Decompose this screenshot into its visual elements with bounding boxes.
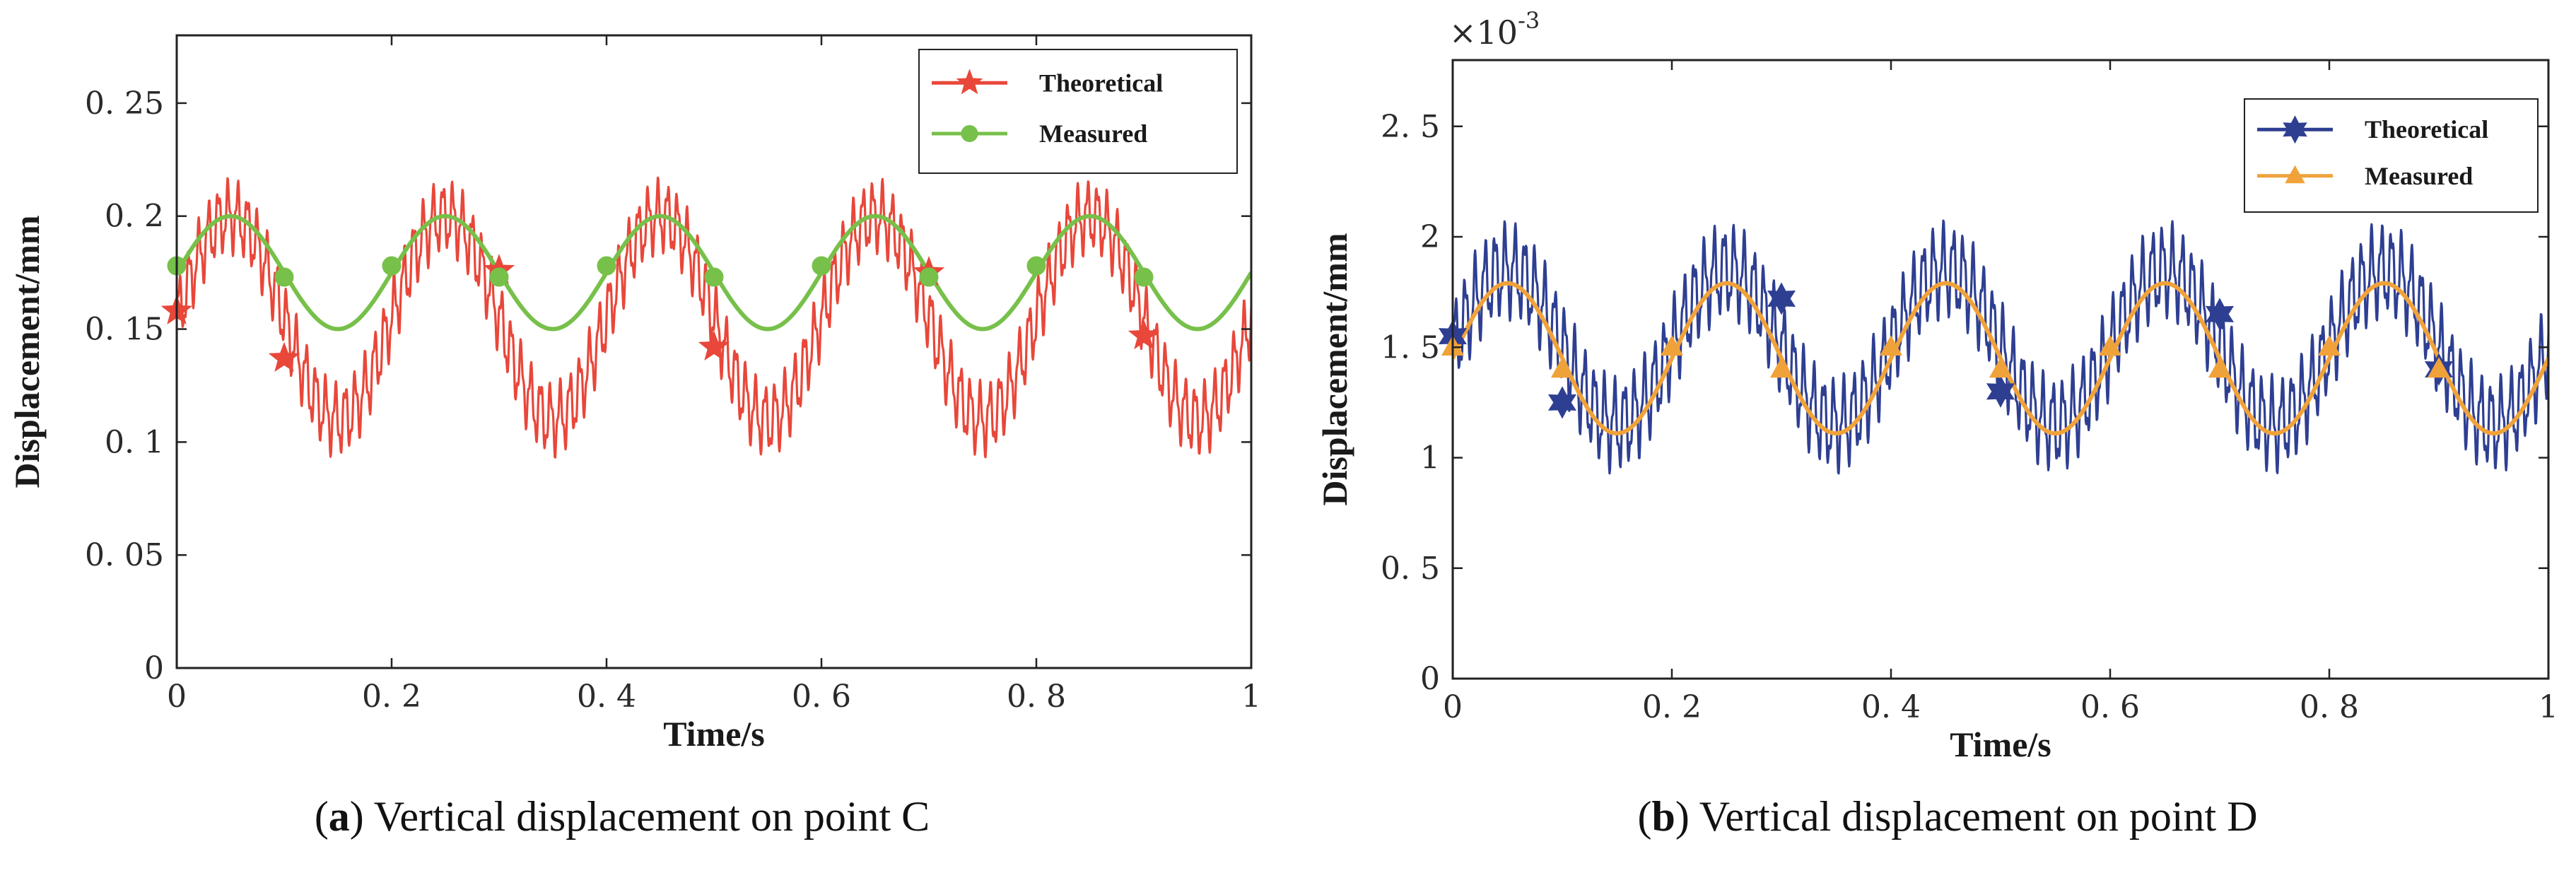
panel-a-x-tick-label-3: 0. 6 xyxy=(792,679,851,715)
panel-b-caption: (b) Vertical displacement on point D xyxy=(1637,793,2257,840)
panel-a-y-tick-label-0: 0 xyxy=(144,650,164,686)
panel-b-series-marker-theoretical-3 xyxy=(1986,375,2015,408)
panel-b-y-tick-label-4: 2 xyxy=(1420,219,1440,255)
panel-b-series-marker-measured-3 xyxy=(1769,357,1793,378)
panel-b-x-tick-label-3: 0. 6 xyxy=(2080,689,2140,725)
panel-a-x-axis-label: Time/s xyxy=(663,714,765,754)
panel-b-y-tick-label-1: 0. 5 xyxy=(1381,551,1440,587)
panel-b-plot-area xyxy=(1453,219,2548,679)
panel-b-x-axis-label: Time/s xyxy=(1950,725,2051,764)
panel-a-caption-text: Vertical displacement on point C xyxy=(374,793,930,840)
panel-a-caption-label: a xyxy=(329,793,350,840)
panel-a-legend: Theoretical Measured xyxy=(918,49,1238,174)
panel-b-x-tick-label-1: 0. 2 xyxy=(1642,689,1702,725)
panel-b-series-marker-theoretical-4 xyxy=(2205,298,2235,331)
panel-b-series-line-theoretical xyxy=(1453,219,2548,679)
panel-a-caption-open-paren: ( xyxy=(315,793,329,840)
panel-b-x-tick-label-5: 1 xyxy=(2539,689,2558,725)
panel-a-caption: (a) Vertical displacement on point C xyxy=(315,793,930,840)
panel-a-caption-close-paren: ) xyxy=(350,793,374,840)
panel-a-series-marker-measured-7 xyxy=(919,267,939,287)
panel-b-series-marker-measured-7 xyxy=(2208,357,2232,378)
panel-a-y-tick-label-3: 0. 15 xyxy=(85,312,164,348)
panel-a-series-marker-measured-9 xyxy=(1134,267,1154,287)
panel-a-legend-marker-theoretical xyxy=(956,69,983,95)
panel-b-legend-label-measured: Measured xyxy=(2365,162,2473,190)
panel-a: 0 0. 2 0. 4 0. 6 0. 8 1 0 0. 05 0. 1 0. 15 0. 2 0. … xyxy=(7,34,1261,840)
panel-b-y-axis-label: Displacement/mm xyxy=(1315,233,1354,505)
panel-b-series-marker-theoretical-2 xyxy=(1767,282,1796,315)
panel-a-legend-box xyxy=(918,49,1238,174)
panel-a-series-marker-theoretical-3 xyxy=(698,330,730,361)
panel-a-series-marker-theoretical-5 xyxy=(1128,319,1160,350)
panel-a-y-tick-label-1: 0. 05 xyxy=(85,537,164,573)
panel-b-series-marker-measured-6 xyxy=(2098,335,2122,356)
panel-a-series-marker-measured-4 xyxy=(597,256,616,276)
panel-b-series-marker-measured-4 xyxy=(1879,335,1903,356)
panel-b-x-tick-label-4: 0. 8 xyxy=(2300,689,2359,725)
panel-b-series-marker-measured-2 xyxy=(1660,335,1684,356)
panel-b-series-marker-measured-5 xyxy=(1989,357,2013,378)
panel-b-legend: Theoretical Measured xyxy=(2244,98,2539,213)
panel-a-x-tick-label-5: 1 xyxy=(1241,679,1261,715)
panel-b-y-tick-label-3: 1. 5 xyxy=(1381,329,1440,365)
panel-a-y-axis-label: Displacement/mm xyxy=(7,215,47,488)
panel-b-y-tick-label-5: 2. 5 xyxy=(1381,109,1440,145)
panel-b-x-tick-label-0: 0 xyxy=(1443,689,1463,725)
panel-a-series-marker-measured-5 xyxy=(704,267,724,287)
panel-b-caption-open-paren: ( xyxy=(1637,793,1651,840)
panel-a-series-layer xyxy=(160,176,1251,668)
panel-a-legend-entry-measured: Measured xyxy=(932,119,1147,148)
panel-a-series-marker-measured-2 xyxy=(382,256,402,276)
panel-a-plot-area xyxy=(177,176,1251,668)
panel-b-series-marker-theoretical-1 xyxy=(1547,386,1577,419)
panel-b-series-layer xyxy=(1438,219,2548,679)
panel-b-plot-frame xyxy=(1451,59,2550,680)
panel-a-ticks-layer: 0 0. 2 0. 4 0. 6 0. 8 1 0 0. 05 0. 1 0. 15 0. 2 0. … xyxy=(85,35,1261,715)
panel-b-legend-entry-measured: Measured xyxy=(2257,162,2473,190)
panel-b-legend-label-theoretical: Theoretical xyxy=(2365,115,2488,143)
panel-a-series-line-theoretical xyxy=(177,176,1251,668)
panel-b-ticks-layer: 0 0. 2 0. 4 0. 6 0. 8 1 0 0. 5 1 1. 5 2 2. 5 xyxy=(1381,60,2558,725)
panel-b-caption-text: Vertical displacement on point D xyxy=(1699,793,2258,840)
panel-b-caption-close-paren: ) xyxy=(1675,793,1699,840)
panel-a-series-marker-measured-1 xyxy=(274,267,294,287)
panel-b-y-tick-label-2: 1 xyxy=(1420,440,1440,476)
panel-b-y-tick-label-0: 0 xyxy=(1420,661,1440,697)
panel-b-scale-base: ×10 xyxy=(1449,13,1518,52)
panel-a-x-tick-label-0: 0 xyxy=(167,679,187,715)
panel-b-series-marker-measured-8 xyxy=(2317,335,2341,356)
panel-a-legend-label-measured: Measured xyxy=(1039,119,1147,148)
panel-a-plot-frame xyxy=(175,34,1253,669)
panel-b-series-marker-measured-9 xyxy=(2427,357,2451,378)
panel-b-scale-exponent: -3 xyxy=(1518,7,1540,34)
panel-a-x-tick-label-4: 0. 8 xyxy=(1007,679,1066,715)
panel-a-series-marker-measured-8 xyxy=(1026,256,1046,276)
panel-a-series-marker-measured-6 xyxy=(812,256,831,276)
panel-b-caption-label: b xyxy=(1651,793,1675,840)
panel-b-y-scale-multiplier: ×10-3 xyxy=(1449,7,1540,52)
panel-b-x-tick-label-2: 0. 4 xyxy=(1861,689,1921,725)
panel-b-legend-marker-theoretical xyxy=(2283,115,2307,144)
panel-a-x-tick-label-2: 0. 4 xyxy=(577,679,636,715)
panel-a-series-marker-measured-3 xyxy=(489,267,509,287)
panel-a-legend-label-theoretical: Theoretical xyxy=(1039,69,1163,97)
panel-b-series-marker-measured-1 xyxy=(1550,357,1574,378)
panel-a-x-tick-label-1: 0. 2 xyxy=(362,679,421,715)
panel-a-y-tick-label-2: 0. 1 xyxy=(105,424,164,460)
panel-b: 0 0. 2 0. 4 0. 6 0. 8 1 0 0. 5 1 1. 5 2 2. 5 Time/s… xyxy=(1315,7,2558,840)
panel-a-legend-entry-theoretical: Theoretical xyxy=(932,69,1163,97)
panel-a-y-tick-label-4: 0. 2 xyxy=(105,199,164,235)
panel-b-legend-marker-measured xyxy=(2285,165,2305,184)
panel-b-legend-box xyxy=(2244,98,2539,213)
panel-a-legend-marker-measured xyxy=(961,125,978,142)
panel-a-series-marker-theoretical-1 xyxy=(268,341,300,373)
panel-a-y-tick-label-5: 0. 25 xyxy=(85,86,164,122)
panel-b-legend-entry-theoretical: Theoretical xyxy=(2257,115,2488,144)
